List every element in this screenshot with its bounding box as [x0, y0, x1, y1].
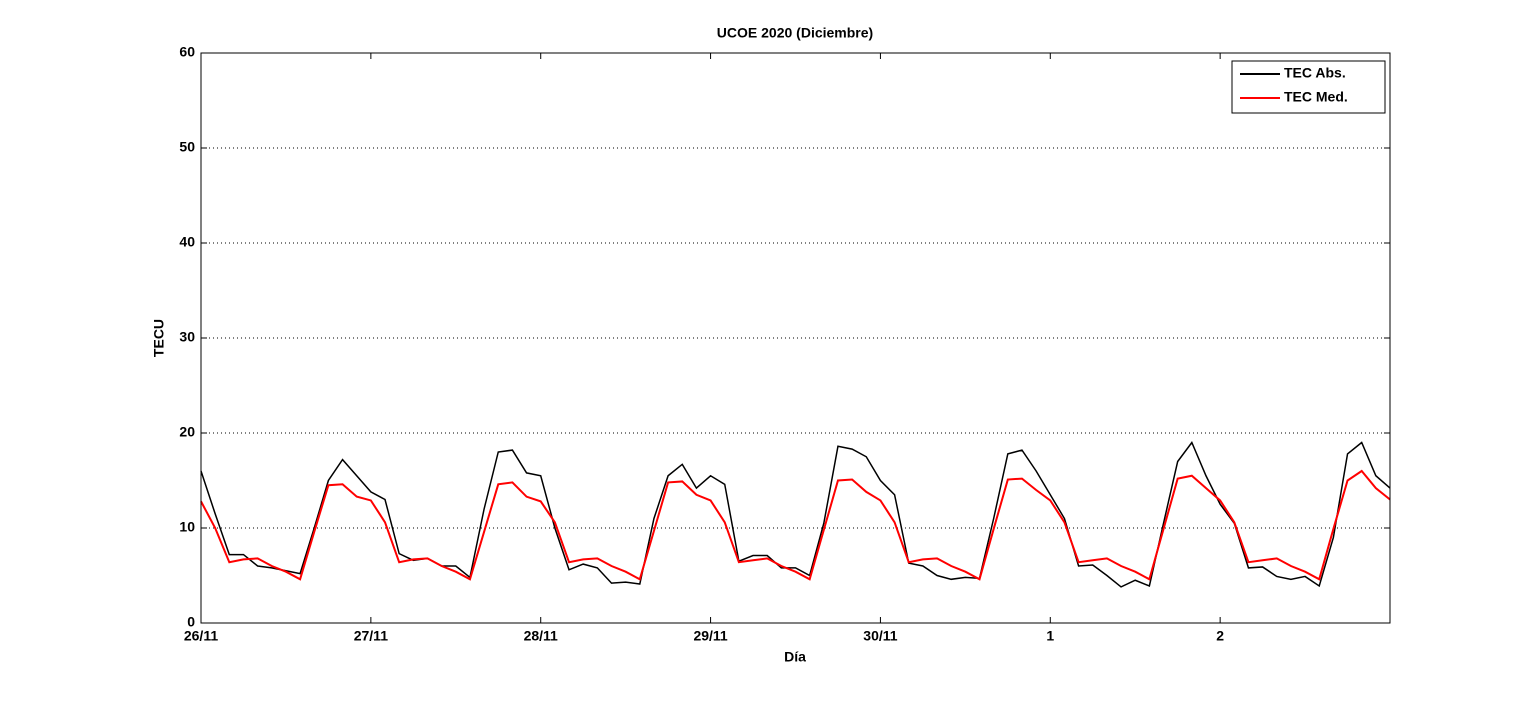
y-tick-label: 50	[179, 139, 195, 155]
plot-frame	[200, 52, 1391, 624]
y-tick-label: 0	[187, 614, 195, 630]
x-tick-label: 1	[1046, 628, 1054, 644]
y-tick-label: 30	[179, 329, 195, 345]
legend-label: TEC Med.	[1284, 89, 1348, 105]
y-tick-label: 40	[179, 234, 195, 250]
y-tick-label: 60	[179, 44, 195, 60]
chart-title: UCOE 2020 (Diciembre)	[717, 25, 873, 41]
data-line	[200, 441, 1391, 588]
x-tick-label: 29/11	[693, 628, 727, 644]
x-tick-label: 26/11	[184, 628, 218, 644]
legend-label: TEC Abs.	[1284, 65, 1346, 81]
data-line	[200, 469, 1391, 581]
y-tick-label: 10	[179, 519, 195, 535]
x-tick-label: 28/11	[524, 628, 558, 644]
plot-area	[201, 53, 1390, 623]
x-tick-label: 27/11	[354, 628, 388, 644]
x-tick-label: 2	[1216, 628, 1224, 644]
y-axis-label: TECU	[151, 319, 167, 357]
legend-box	[1231, 60, 1386, 114]
y-tick-label: 20	[179, 424, 195, 440]
x-tick-label: 30/11	[863, 628, 897, 644]
x-axis-label: Día	[784, 649, 806, 665]
